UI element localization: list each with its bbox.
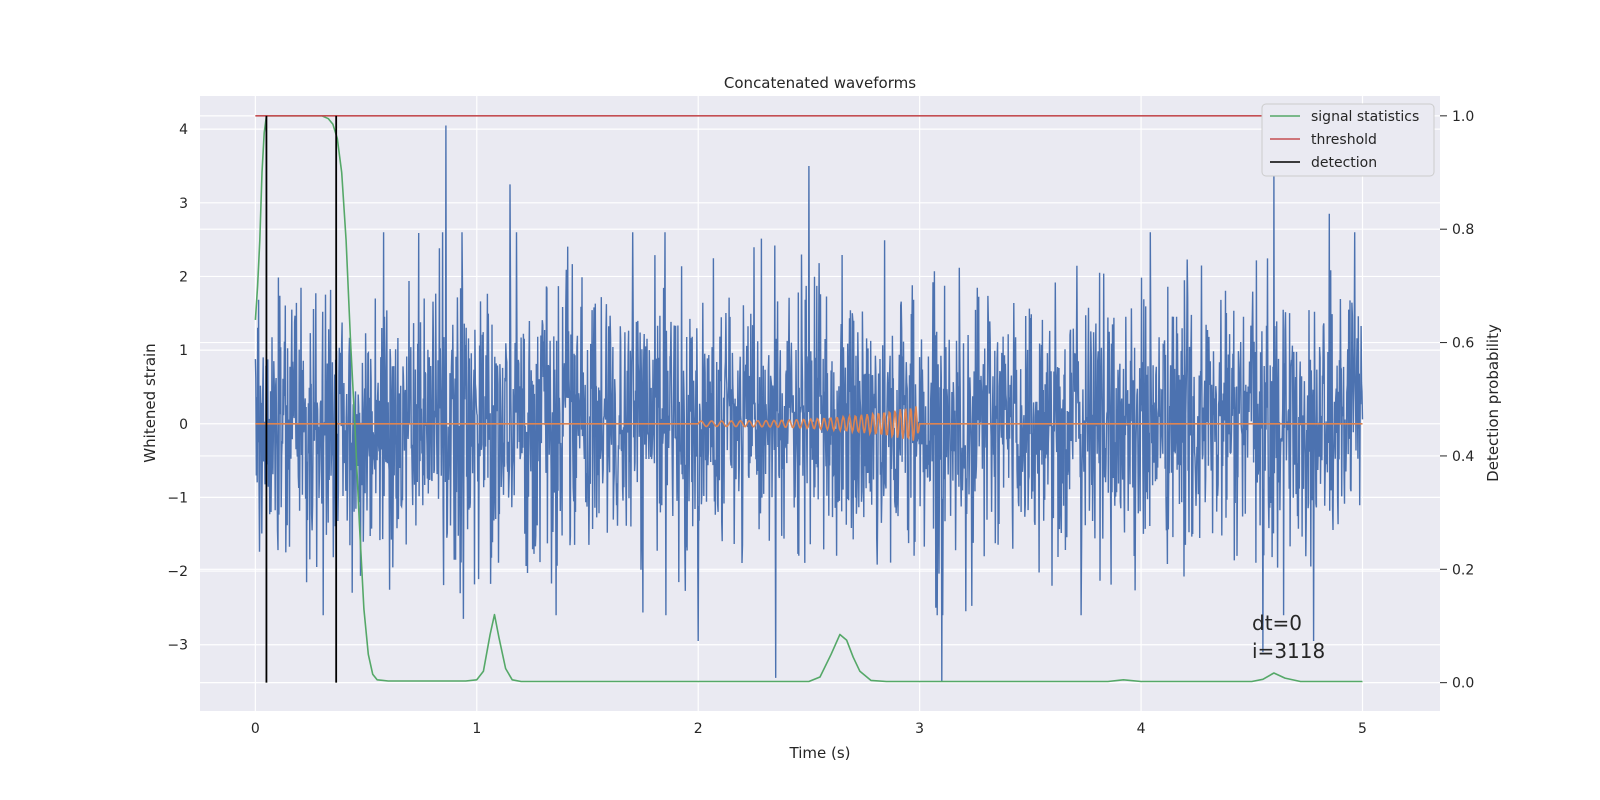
y2-tick-label: 0.8	[1452, 222, 1474, 238]
y-tick-label: 3	[179, 196, 188, 212]
y2-tick-label: 1.0	[1452, 109, 1474, 125]
y-tick-label: −3	[167, 638, 188, 654]
legend-item-signal-statistics: signal statistics	[1270, 109, 1419, 125]
y-tick-label: 0	[179, 417, 188, 433]
y2-tick-label: 0.2	[1452, 562, 1474, 578]
y2-tick-label: 0.0	[1452, 676, 1474, 692]
legend-item-threshold: threshold	[1270, 132, 1377, 148]
y-axis-label: Whitened strain	[141, 343, 159, 462]
whitened-strain-series	[254, 125, 1364, 682]
x-tick-label: 0	[251, 721, 260, 737]
annotation: dt=0 i=3118	[1252, 611, 1325, 663]
legend-item-detection: detection	[1270, 155, 1377, 171]
legend-label-threshold: threshold	[1311, 132, 1377, 148]
x-tick-label: 3	[915, 721, 924, 737]
y-tick-label: −2	[167, 564, 188, 580]
y-tick-label: 1	[179, 343, 188, 359]
legend-label-detection: detection	[1311, 155, 1377, 171]
chart-title: Concatenated waveforms	[724, 74, 916, 92]
y2-axis-label: Detection probability	[1484, 324, 1502, 482]
annotation-dt: dt=0	[1252, 611, 1302, 635]
y2-tick-label: 0.4	[1452, 449, 1474, 465]
y-tick-label: −1	[167, 490, 188, 506]
legend-box	[1261, 103, 1435, 177]
injected-waveform-line	[255, 406, 1363, 441]
legend-label-signal-statistics: signal statistics	[1311, 109, 1419, 125]
whitened-strain-line	[254, 125, 1364, 682]
y-tick-label: 4	[179, 122, 188, 138]
y2-tick-label: 0.6	[1452, 336, 1474, 352]
y-axis-ticks: −3 −2 −1 0 1 2 3 4	[167, 122, 188, 654]
x-tick-label: 5	[1358, 721, 1367, 737]
annotation-i: i=3118	[1252, 639, 1325, 663]
x-tick-label: 4	[1137, 721, 1146, 737]
y-tick-label: 2	[179, 269, 188, 285]
x-axis-ticks: 0 1 2 3 4 5	[251, 721, 1367, 737]
legend: signal statistics threshold detection	[1261, 103, 1435, 177]
y2-axis-ticks: 0.0 0.2 0.4 0.6 0.8 1.0	[1440, 109, 1474, 692]
x-axis-label: Time (s)	[789, 744, 851, 762]
injected-waveform-series	[255, 406, 1363, 441]
detection-series	[265, 115, 338, 683]
x-tick-label: 1	[472, 721, 481, 737]
x-tick-label: 2	[694, 721, 703, 737]
